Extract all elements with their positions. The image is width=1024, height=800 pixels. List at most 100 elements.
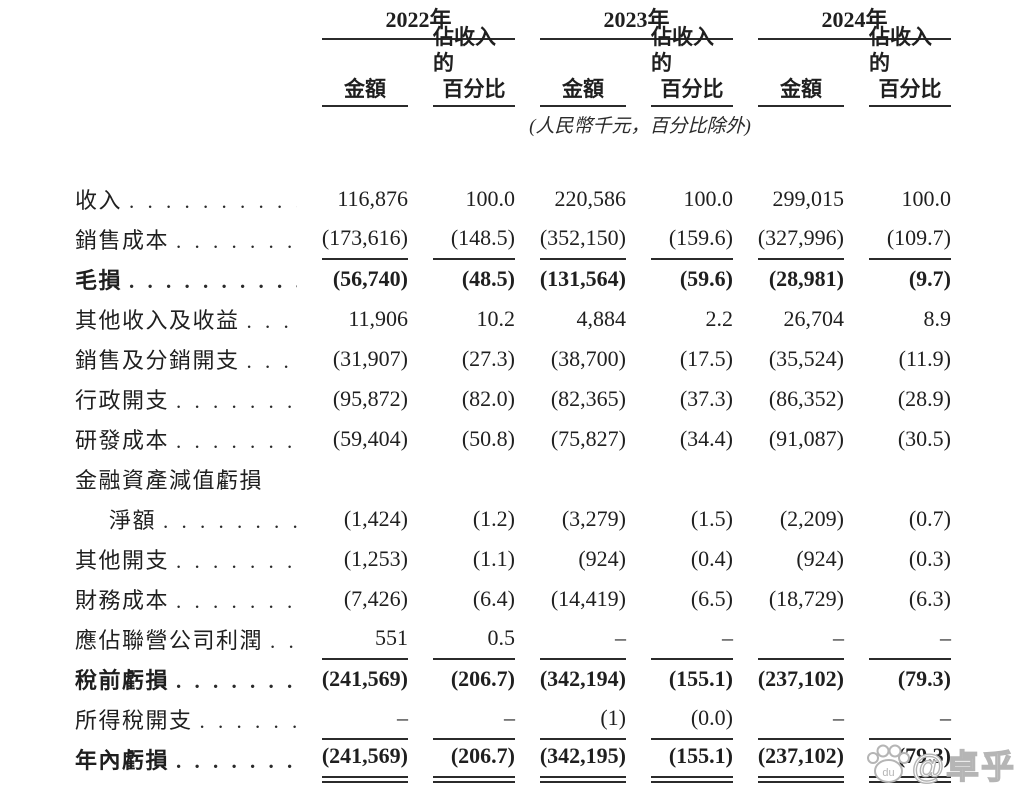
value-cell: (59,404) [332,426,408,451]
table-row: 其他開支 (1,253) (1.1) (924) (0.4) (924) (0.… [75,539,1024,579]
value-cell: 10.2 [476,306,516,331]
value-cell: (0.3) [908,546,951,571]
value-cell: (59.6) [679,266,733,291]
value-cell: (3,279) [561,506,626,531]
dot-leader [176,428,297,454]
pct-column-header: 佔收入的 百分比 [433,25,515,107]
value-cell: 116,876 [337,186,408,211]
table-row: 收入 116,876 100.0 220,586 100.0 299,015 1… [75,179,1024,219]
value-cell: (6.3) [908,586,951,611]
value-cell: (237,102) [757,666,844,691]
row-label: 銷售成本 [75,228,170,253]
dot-leader [176,228,297,254]
value-cell: (79.3) [869,736,951,783]
dot-leader [200,708,297,734]
value-cell [540,459,626,499]
row-label: 所得稅開支 [75,708,193,733]
value-cell: (28.9) [897,386,951,411]
value-cell: (17.5) [679,346,733,371]
value-cell: (241,569) [322,736,408,783]
dot-leader [270,628,297,654]
row-label: 銷售及分銷開支 [75,348,240,373]
table-body: 收入 116,876 100.0 220,586 100.0 299,015 1… [75,179,1024,783]
value-cell: (48.5) [461,266,515,291]
label-column-spacer [75,40,297,102]
value-cell: (352,150) [540,218,626,260]
value-cell: (0.0) [651,698,733,740]
dot-leader [129,188,297,214]
row-label-cell: 行政開支 [75,383,297,415]
value-cell: (18,729) [768,586,844,611]
table-row: 淨額 (1,424) (1.2) (3,279) (1.5) (2,209) (… [75,499,1024,539]
pct-label-line2: 百分比 [442,77,506,101]
dot-leader [129,268,297,294]
value-cell: (924) [796,546,844,571]
value-cell: (173,616) [322,218,408,260]
value-cell [651,459,733,499]
value-cell: (9.7) [908,266,951,291]
table-row: 財務成本 (7,426) (6.4) (14,419) (6.5) (18,72… [75,579,1024,619]
dot-leader [247,348,297,374]
row-label-cell: 所得稅開支 [75,703,297,735]
value-cell: (27.3) [461,346,515,371]
value-cell: – [540,618,626,660]
row-label: 行政開支 [75,388,170,413]
value-cell: – [433,698,515,740]
dot-leader [176,548,297,574]
year-header-2024: 2024年 [758,8,951,40]
dot-leader [176,668,297,694]
value-cell: (31,907) [332,346,408,371]
value-cell: (79.3) [897,666,951,691]
pct-label-line1: 佔收入的 [433,25,496,75]
value-cell: – [322,698,408,740]
value-cell: (2,209) [779,506,844,531]
row-label-cell: 毛損 [75,263,297,295]
row-label-cell: 銷售成本 [75,223,297,255]
amount-column-header: 金額 [540,40,626,107]
row-label-cell: 收入 [75,183,297,215]
value-cell: 299,015 [772,186,845,211]
amount-column-header: 金額 [758,40,844,107]
label-column-spacer [75,8,297,40]
row-label: 應佔聯營公司利潤 [75,628,264,653]
column-header-row: 金額 佔收入的 百分比 金額 佔收入的 百分比 金額 佔收入的 百分比 [75,25,1024,107]
dot-leader [176,748,297,774]
value-cell: (342,195) [540,736,626,783]
value-cell [322,459,408,499]
value-cell: (1,253) [343,546,408,571]
value-cell: (131,564) [539,266,626,291]
value-cell: (206.7) [433,736,515,783]
row-label: 金融資產減值虧損 [75,468,264,493]
value-cell: (37.3) [679,386,733,411]
value-cell: 0.5 [433,618,515,660]
row-label-cell: 稅前虧損 [75,663,297,695]
year-header-2022: 2022年 [322,8,515,40]
value-cell: 100.0 [683,186,734,211]
value-cell: (95,872) [332,386,408,411]
value-cell: (28,981) [768,266,844,291]
table-row: 其他收入及收益 11,906 10.2 4,884 2.2 26,704 8.9 [75,299,1024,339]
value-cell: (35,524) [768,346,844,371]
value-cell: 100.0 [901,186,952,211]
value-cell: 26,704 [783,306,845,331]
value-cell: (924) [578,546,626,571]
value-cell: (38,700) [550,346,626,371]
value-cell: (7,426) [343,586,408,611]
value-cell: (148.5) [433,218,515,260]
table-row: 稅前虧損 (241,569) (206.7) (342,194) (155.1)… [75,659,1024,699]
table-row: 金融資產減值虧損 [75,459,1024,499]
row-label: 毛損 [75,268,123,293]
value-cell: 100.0 [465,186,516,211]
row-label: 其他收入及收益 [75,308,240,333]
value-cell: (241,569) [321,666,408,691]
value-cell [433,459,515,499]
amount-label: 金額 [344,77,386,101]
table-row: 銷售及分銷開支 (31,907) (27.3) (38,700) (17.5) … [75,339,1024,379]
value-cell: (342,194) [539,666,626,691]
row-label: 研發成本 [75,428,170,453]
value-cell: (1.5) [690,506,733,531]
value-cell: (155.1) [651,736,733,783]
value-cell: – [651,618,733,660]
value-cell: (11.9) [898,346,951,371]
